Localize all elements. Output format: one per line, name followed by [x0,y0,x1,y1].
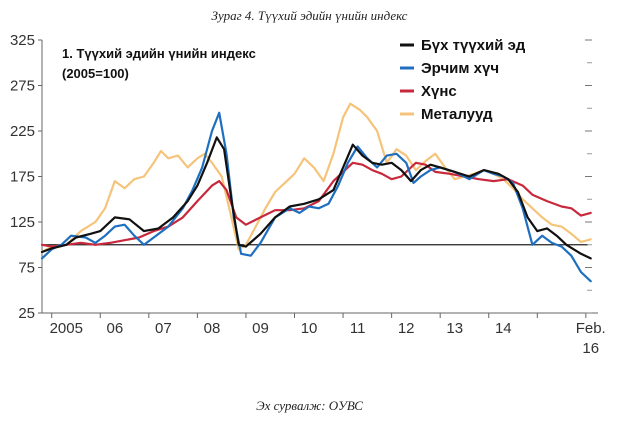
y-tick-label: 125 [10,214,35,231]
x-axis: 2005 06 07 08 09 10 11 12 13 14 Feb. 16 [50,313,606,357]
y-tick-label: 175 [10,169,35,186]
legend-label: Металууд [421,106,493,123]
series-layer [40,102,592,283]
x-tick-label: 10 [301,320,318,337]
series-line [40,111,592,283]
x-tick-label: 13 [446,320,463,337]
x-tick-label: 16 [582,340,599,357]
figure-caption: Зураг 4. Түүхий эдийн үнийн индекс [211,8,408,23]
x-tick-label: 14 [495,320,512,337]
y-tick-label: 225 [10,123,35,140]
y-tick-label: 75 [18,260,35,277]
x-tick-label: 11 [350,320,366,337]
y-axis: 25 75 125 175 225 275 325 [10,32,592,322]
x-tick-label: 2005 [50,320,83,337]
x-tick-label: 12 [398,320,415,337]
line-chart: 25 75 125 175 225 275 325 2005 06 07 08 09 10 11 12 13… [10,32,606,357]
y-tick-label: 275 [10,78,35,95]
legend: Бүх түүхий эд Эрчим хүч Хүнс Металууд [400,37,526,123]
figure-source: Эх сурвалж: OУВС [256,398,363,413]
x-tick-label: 09 [252,320,269,337]
y-tick-label: 25 [18,305,35,322]
x-tick-label: 06 [106,320,123,337]
legend-label: Эрчим хүч [421,60,499,77]
chart-subtitle: (2005=100) [62,66,129,81]
series-line [40,102,592,254]
x-tick-label: 08 [204,320,221,337]
chart-title: 1. Түүхий эдийн үнийн индекс [62,46,256,61]
x-tick-label: 07 [155,320,172,337]
legend-label: Хүнс [421,83,457,100]
series-line [40,136,592,260]
series-line [40,161,592,248]
legend-label: Бүх түүхий эд [421,37,526,54]
x-tick-label: Feb. [576,320,606,337]
y-tick-label: 325 [10,32,35,49]
